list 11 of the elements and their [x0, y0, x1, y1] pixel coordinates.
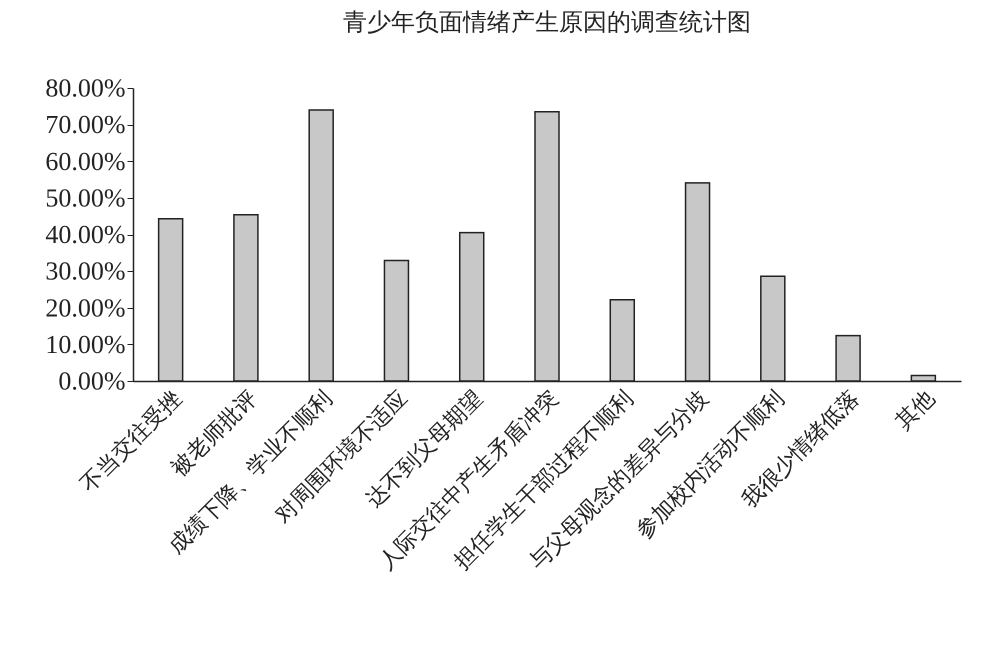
y-tick-label: 30.00% — [45, 256, 126, 286]
y-tick-label: 50.00% — [45, 183, 126, 212]
y-tick-label: 80.00% — [45, 74, 126, 102]
y-tick-label: 40.00% — [45, 220, 126, 249]
y-tick-label: 0.00% — [58, 366, 126, 396]
x-tick-label: 其他 — [890, 386, 940, 435]
y-tick-label: 20.00% — [45, 293, 126, 322]
chart-title: 青少年负面情绪产生原因的调查统计图 — [343, 8, 751, 36]
y-tick-label: 10.00% — [45, 330, 126, 359]
y-tick-label: 70.00% — [45, 110, 126, 140]
y-tick-label: 60.00% — [45, 146, 126, 176]
